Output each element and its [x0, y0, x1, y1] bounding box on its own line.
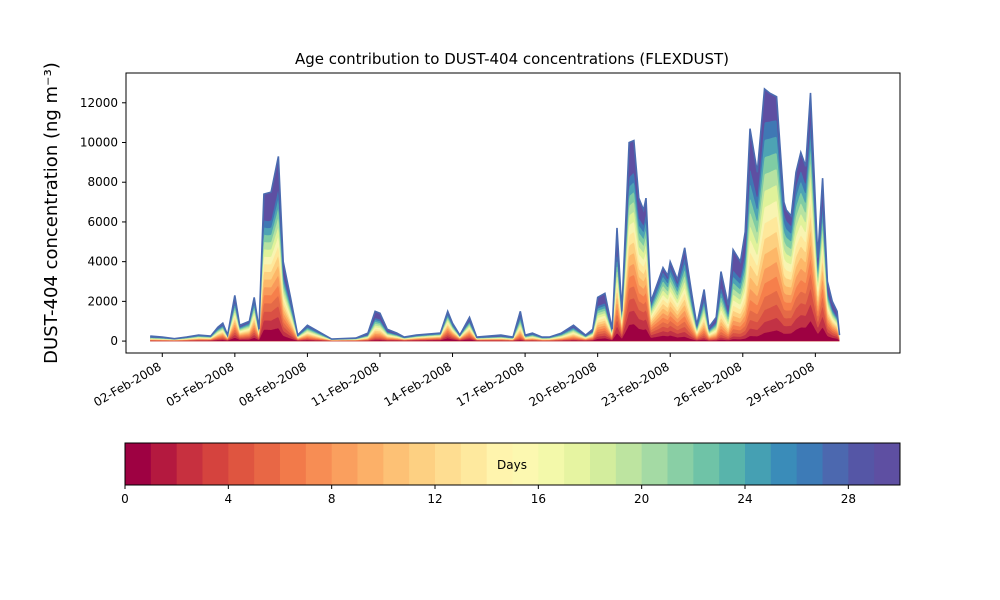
colorbar-tick-label: 24 — [737, 492, 752, 506]
x-tick-label: 11-Feb-2008 — [309, 359, 382, 409]
colorbar-swatch — [564, 443, 591, 485]
colorbar-swatch — [305, 443, 333, 485]
y-tick-label: 4000 — [87, 255, 118, 269]
colorbar-swatch — [409, 443, 436, 485]
x-tick-label: 17-Feb-2008 — [454, 359, 527, 409]
colorbar-swatch — [615, 443, 643, 485]
y-tick-label: 8000 — [87, 175, 118, 189]
x-tick-label: 26-Feb-2008 — [672, 359, 745, 409]
colorbar-frame — [124, 442, 901, 486]
y-tick-label: 6000 — [87, 215, 118, 229]
colorbar-tick-label: 20 — [634, 492, 649, 506]
age-layer-8 — [150, 216, 840, 342]
x-tick-label: 08-Feb-2008 — [236, 359, 309, 409]
chart-title: Age contribution to DUST-404 concentrati… — [295, 50, 729, 68]
colorbar-swatch — [202, 443, 229, 485]
x-tick-label: 20-Feb-2008 — [527, 359, 600, 409]
colorbar-swatch — [745, 443, 772, 485]
plot-frame — [125, 72, 901, 354]
y-tick-label: 2000 — [87, 294, 118, 308]
age-layer-10 — [150, 189, 840, 342]
colorbar-swatch — [796, 443, 823, 485]
age-layer-4 — [150, 273, 840, 342]
colorbar-tick-label: 0 — [121, 492, 129, 506]
colorbar-tick-label: 8 — [328, 492, 336, 506]
colorbar-tick-label: 4 — [225, 492, 233, 506]
colorbar-swatch — [822, 443, 849, 485]
colorbar-swatch — [435, 443, 462, 485]
age-layer-16 — [150, 89, 840, 342]
colorbar-swatch — [228, 443, 255, 485]
colorbar-swatch — [667, 443, 694, 485]
age-layer-9 — [150, 203, 840, 342]
colorbar-swatch — [331, 443, 358, 485]
age-contribution-layers — [150, 89, 840, 342]
colorbar-swatch — [693, 443, 720, 485]
colorbar-swatch — [719, 443, 746, 485]
colorbar-swatch — [848, 443, 875, 485]
age-layer-6 — [150, 244, 840, 342]
colorbar-swatch — [590, 443, 617, 485]
colorbar-swatch — [280, 443, 307, 485]
y-axis-label: DUST-404 concentration (ng m⁻³) — [41, 62, 62, 364]
x-tick-label: 14-Feb-2008 — [381, 359, 454, 409]
colorbar-swatch — [486, 443, 513, 485]
y-tick-label: 12000 — [80, 96, 118, 110]
colorbar-swatch — [460, 443, 488, 485]
colorbar-swatch — [770, 443, 798, 485]
colorbar-label: Days — [497, 458, 527, 472]
x-axis: 02-Feb-2008 05-Feb-2008 08-Feb-2008 11-Feb-… — [91, 353, 817, 409]
y-tick-label: 0 — [110, 334, 118, 348]
total-concentration-line — [150, 87, 841, 340]
colorbar-swatch — [150, 443, 178, 485]
colorbar: 0 4 8 12 16 20 24 28 — [121, 442, 901, 506]
colorbar-swatch — [254, 443, 281, 485]
x-tick-label: 02-Feb-2008 — [91, 359, 164, 409]
plot-area — [150, 87, 841, 342]
colorbar-swatch — [176, 443, 203, 485]
age-layer-1 — [150, 321, 840, 342]
colorbar-tick-label: 28 — [841, 492, 856, 506]
y-axis: 0 2000 4000 6000 8000 10000 12000 — [80, 96, 126, 348]
colorbar-tick-label: 12 — [427, 492, 442, 506]
colorbar-swatch — [641, 443, 668, 485]
y-tick-label: 10000 — [80, 136, 118, 150]
colorbar-swatch — [512, 443, 539, 485]
x-tick-label: 23-Feb-2008 — [599, 359, 672, 409]
x-tick-label: 29-Feb-2008 — [744, 359, 817, 409]
colorbar-swatch — [874, 443, 901, 485]
colorbar-tick-label: 16 — [531, 492, 546, 506]
colorbar-swatch — [383, 443, 410, 485]
x-tick-label: 05-Feb-2008 — [164, 359, 237, 409]
colorbar-swatch — [538, 443, 565, 485]
age-layer-5 — [150, 259, 840, 342]
age-layer-7 — [150, 230, 840, 342]
colorbar-swatch — [125, 443, 152, 485]
colorbar-swatch — [357, 443, 384, 485]
